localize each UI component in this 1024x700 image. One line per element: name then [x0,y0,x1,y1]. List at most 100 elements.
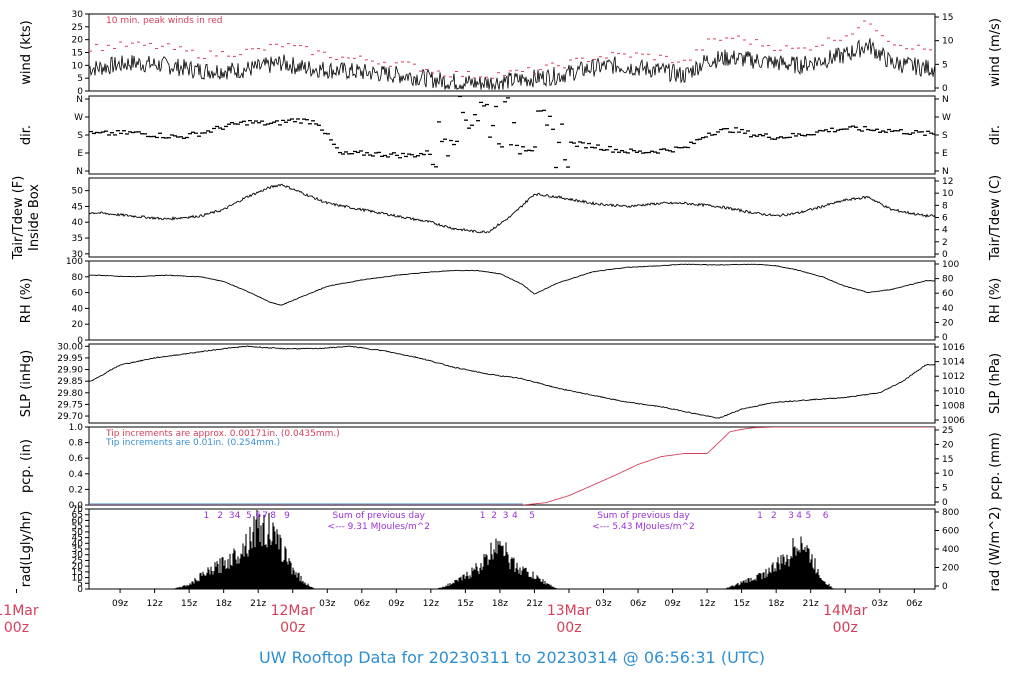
x-tick-label: 06z [354,599,370,609]
y-tick-label-right: 4 [942,226,948,236]
y-tick-label: 0 [77,585,83,595]
y-tick-label-right: 1012 [942,372,965,382]
panel-precipitation: 0.0 0.2 0.4 0.6 0.8 1.0 0 5 10 15 20 25 pcp. (in) pcp… [19,423,1003,511]
hour-mark-label: 4 [512,511,518,521]
x-tick-label: 18z [492,599,508,609]
y-tick-label: N [76,167,83,177]
y-tick-label-right: 1008 [942,401,965,411]
y-tick-label: 30.00 [57,342,83,352]
y-tick-label-right: 1006 [942,416,965,426]
y-tick-label-right: 15 [942,455,953,465]
plot-body [89,263,935,306]
x-tick-label: 06z [630,599,646,609]
y-tick-label-right: 1014 [942,358,965,368]
y-tick-label: 45 [72,202,83,212]
x-tick-label: 12z [147,599,163,609]
y-tick-label: 29.70 [57,412,83,422]
x-tick-label: 06z [906,599,922,609]
y-axis-title-right: RH (%) [988,278,1003,323]
hour-mark-label: 3 [503,511,509,521]
day-zulu-label: 00z [280,620,305,636]
y-tick-label: 5 [77,579,83,589]
y-tick-label: 40 [72,539,84,549]
y-tick-label-right: 400 [942,545,959,555]
y-tick-label: 70 [72,505,84,515]
y-tick-label: 0.6 [69,454,84,464]
y-tick-label-right: 2 [942,238,948,248]
y-tick-label: 40 [72,304,84,314]
x-tick-label: 15z [181,599,197,609]
y-tick-label: 5 [77,74,83,84]
plot-frame [88,343,936,424]
y-tick-label: N [76,95,83,105]
y-tick-label: 25 [72,556,83,566]
panel-rh: 0 20 40 60 80 100 0 20 40 60 80 100 RH (%) RH (%) [19,257,1003,346]
plot-body [89,427,935,505]
x-tick-label: 03z [595,599,611,609]
y-tick-label-right: 6 [942,214,948,224]
x-tick-label: 21z [526,599,542,609]
y-tick-label: 15 [72,49,83,59]
hour-mark-label: 7 [262,511,268,521]
y-tick-label-right: N [942,167,949,177]
y-tick-label: 1.0 [69,423,84,433]
hour-mark-label: 6 [823,511,829,521]
y-tick-label: S [77,131,83,141]
y-tick-label: 29.85 [57,377,83,387]
day-zulu-label: 00z [556,620,581,636]
hour-mark-label: 1 [204,511,210,521]
y-tick-label: E [77,149,83,159]
precip-annotation-red: Tip increments are approx. 0.00171in. (0… [105,429,340,439]
series-line-temperature [89,183,935,234]
footer-title: UW Rooftop Data for 20230311 to 20230314… [258,648,766,667]
y-tick-label-right: W [942,113,951,123]
plot-body [171,510,834,589]
y-tick-label-right: 100 [942,260,959,270]
y-axis-title-right: SLP (hPa) [988,353,1003,414]
day-label: 13Mar [547,603,591,619]
plot-body [89,20,935,91]
y-axis-title: RH (%) [19,278,34,323]
y-tick-label: 50 [72,528,84,538]
y-tick-label: 20 [72,36,84,46]
x-tick-label: 09z [388,599,404,609]
x-tick-label: 09z [664,599,680,609]
plot-body [89,345,935,419]
panel-temperature: 30 35 40 45 50 0 2 4 6 8 10 12 Tair/Tdew (F) Inside B… [11,175,1003,261]
x-tick-label: 18z [768,599,784,609]
y-axis-title-right: wind (m/s) [988,18,1003,87]
y-tick-label: 25 [72,23,83,33]
day-zulu-label: 00z [833,620,858,636]
y-tick-label-right: 800 [942,508,959,518]
daily-sum-value: <--- 9.31 MJoules/m^2 [328,522,430,532]
y-axis-title-right: Tair/Tdew (C) [988,175,1003,261]
y-tick-label-right: 1010 [942,387,965,397]
y-tick-label-right: 0 [942,250,948,260]
daily-sum-value: <--- 5.43 MJoules/m^2 [592,522,694,532]
y-tick-label: 20 [72,320,84,330]
x-tick-label: 18z [216,599,232,609]
y-tick-label: 80 [72,273,84,283]
plot-frame [88,260,936,341]
y-tick-label: W [74,113,83,123]
y-tick-label: 30 [72,250,84,260]
y-tick-label: 0 [77,87,83,97]
y-tick-label: 29.90 [57,366,83,376]
hour-mark-label: 5 [806,511,812,521]
series-line-slp [89,345,935,419]
y-tick-label: 0.8 [69,439,84,449]
y-tick-label: 30 [72,551,84,561]
hour-mark-label: 9 [284,511,290,521]
y-tick-label: 60 [72,516,84,526]
y-tick-label-right: 1016 [942,343,965,353]
y-tick-label: 10 [72,574,84,584]
x-tick-label: 15z [457,599,473,609]
y-tick-label: 30 [72,10,84,20]
y-tick-label-right: 5 [942,484,948,494]
hour-mark-label: 5 [529,511,535,521]
x-tick-label: 12z [699,599,715,609]
y-tick-label: 55 [72,522,83,532]
y-tick-label: 100 [66,257,83,267]
